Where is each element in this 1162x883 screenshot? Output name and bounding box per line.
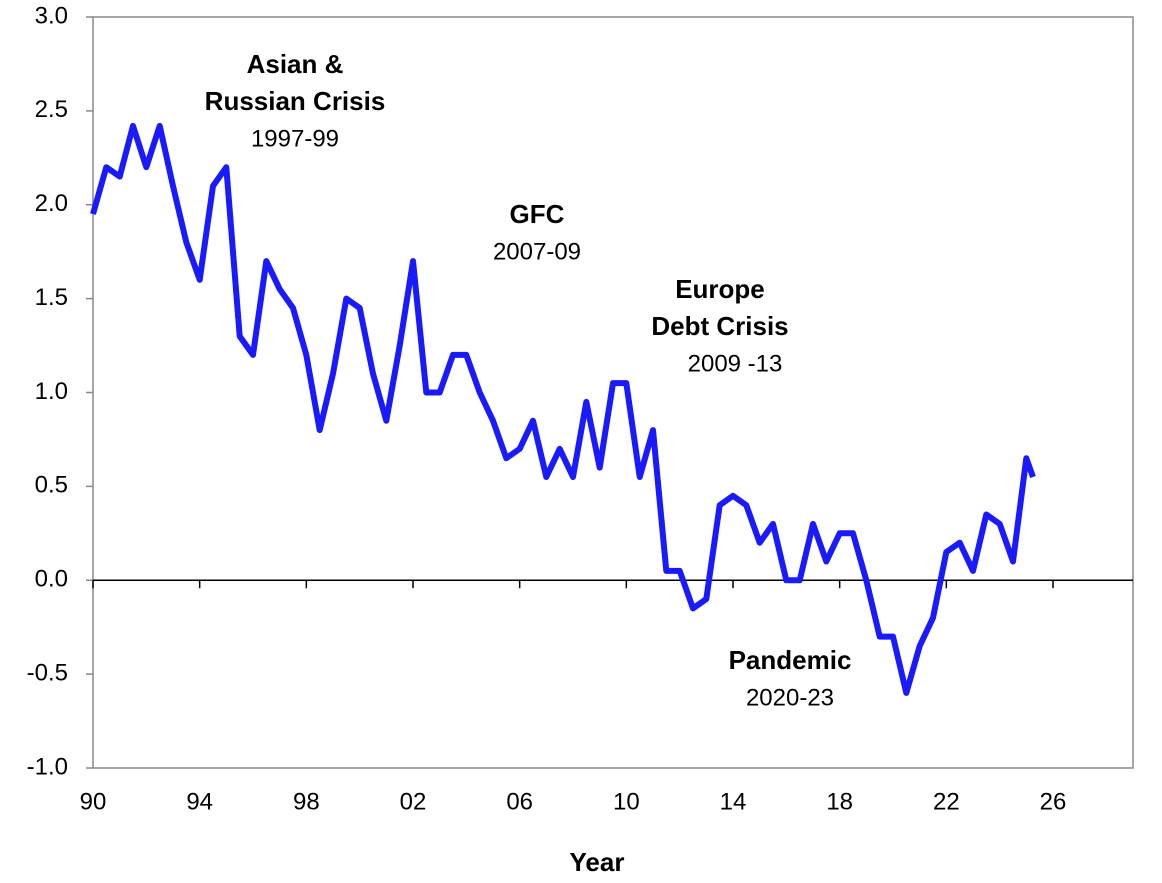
- annotation: 2009 -13: [688, 350, 783, 377]
- x-tick-label: 14: [720, 788, 747, 815]
- annotation: Europe: [675, 274, 765, 304]
- annotation: Russian Crisis: [205, 86, 386, 116]
- annotation: GFC: [510, 199, 565, 229]
- y-tick-label: 0.5: [35, 472, 68, 499]
- y-tick-label: 1.5: [35, 284, 68, 311]
- x-tick-label: 02: [400, 788, 427, 815]
- x-axis-label: Year: [570, 847, 625, 877]
- annotation: 2020-23: [746, 684, 834, 711]
- annotation: 2007-09: [493, 238, 581, 265]
- annotation: Pandemic: [729, 645, 852, 675]
- x-tick-label: 90: [80, 788, 107, 815]
- x-tick-label: 98: [293, 788, 320, 815]
- line-series: [90, 122, 1036, 696]
- y-tick-label: 2.0: [35, 190, 68, 217]
- annotation: 1997-99: [251, 125, 339, 152]
- y-tick-label: 0.0: [35, 566, 68, 593]
- x-tick-label: 26: [1040, 788, 1067, 815]
- y-tick-label: -0.5: [27, 659, 68, 686]
- x-tick-label: 10: [613, 788, 640, 815]
- annotation: Debt Crisis: [651, 311, 788, 341]
- x-tick-label: 06: [506, 788, 533, 815]
- y-tick-label: 1.0: [35, 378, 68, 405]
- y-tick-label: 2.5: [35, 96, 68, 123]
- y-tick-label: -1.0: [27, 753, 68, 780]
- y-tick-label: 3.0: [35, 2, 68, 29]
- x-tick-label: 22: [933, 788, 960, 815]
- x-tick-label: 18: [826, 788, 853, 815]
- x-tick-label: 94: [186, 788, 213, 815]
- annotation: Asian &: [247, 49, 344, 79]
